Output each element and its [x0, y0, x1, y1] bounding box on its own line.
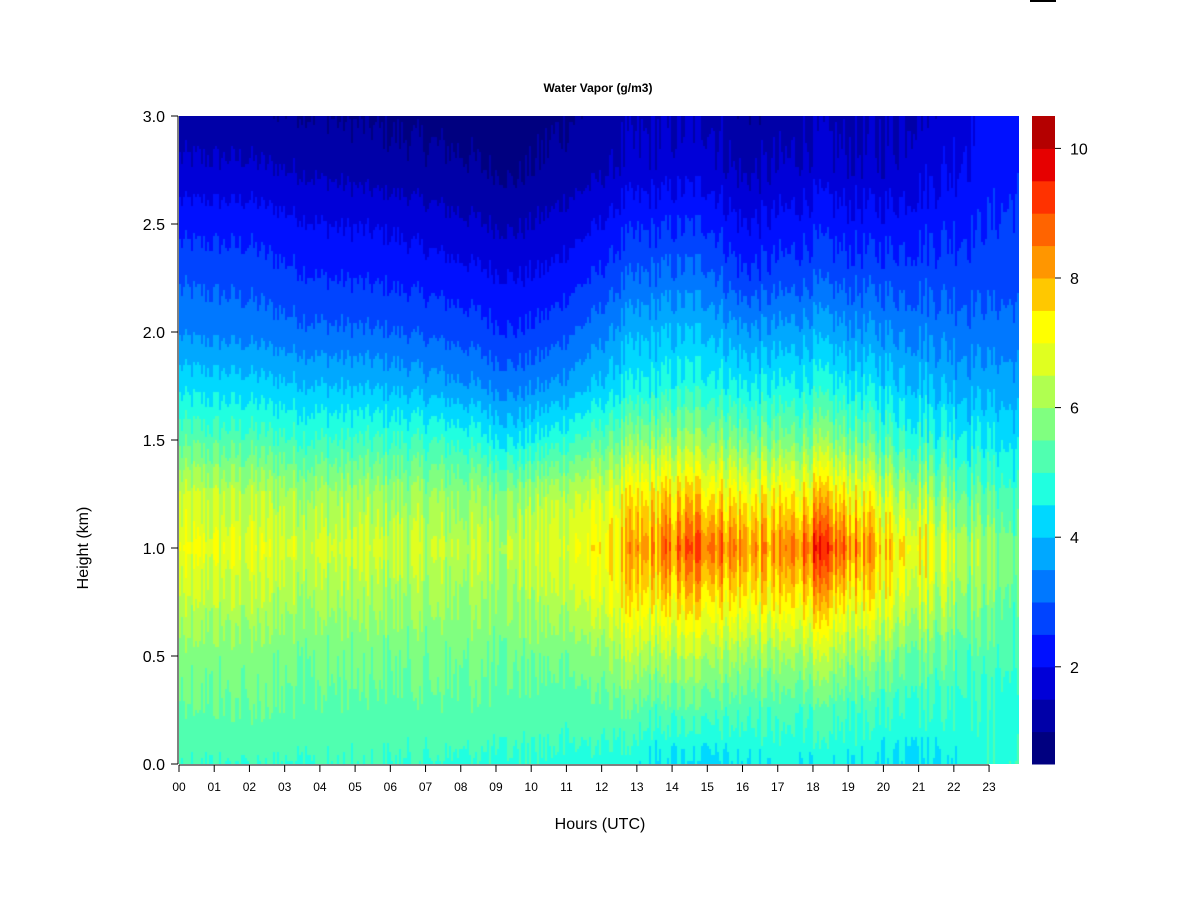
y-tick-label: 2.0: [143, 325, 165, 342]
x-tick-label: 12: [595, 780, 609, 794]
colorbar-swatch: [1032, 148, 1055, 182]
x-tick-label: 21: [912, 780, 926, 794]
x-tick-label: 08: [454, 780, 468, 794]
y-tick-label: 2.5: [143, 217, 165, 234]
x-tick-label: 07: [419, 780, 433, 794]
corner-mark: [1030, 0, 1056, 2]
x-axis: 00 01 02 03 04 05 06 07 08 09 10 11 12 13 14 15 16 17 18 19…: [172, 764, 996, 794]
colorbar-swatch: [1032, 472, 1055, 506]
y-tick-label: 0.0: [143, 757, 165, 774]
x-tick-label: 13: [630, 780, 644, 794]
colorbar-swatch: [1032, 245, 1055, 279]
colorbar-swatch: [1032, 342, 1055, 376]
x-axis-label: Hours (UTC): [555, 816, 646, 833]
colorbar-swatch: [1032, 278, 1055, 311]
colorbar-swatch: [1032, 310, 1055, 344]
x-tick-label: 15: [701, 780, 715, 794]
colorbar-swatch: [1032, 634, 1055, 668]
colorbar-swatch: [1032, 375, 1055, 409]
colorbar-swatch: [1032, 602, 1055, 635]
y-tick-label: 1.5: [143, 433, 165, 450]
colorbar-swatch: [1032, 537, 1055, 571]
heatmap-field: [179, 116, 1019, 764]
x-tick-label: 11: [560, 780, 573, 794]
x-tick-label: 23: [982, 780, 996, 794]
x-tick-label: 10: [525, 780, 539, 794]
colorbar-swatch: [1032, 213, 1055, 247]
x-tick-label: 06: [384, 780, 398, 794]
colorbar-swatch: [1032, 666, 1055, 700]
colorbar-tick-label: 4: [1070, 530, 1079, 547]
colorbar-swatch: [1032, 116, 1055, 149]
colorbar-swatch: [1032, 504, 1055, 538]
x-tick-label: 20: [877, 780, 891, 794]
x-tick-label: 04: [313, 780, 327, 794]
x-tick-label: 09: [489, 780, 503, 794]
x-tick-label: 05: [348, 780, 362, 794]
plot-area: [179, 116, 1019, 764]
colorbar-swatch: [1032, 569, 1055, 603]
x-tick-label: 14: [665, 780, 679, 794]
colorbar-swatch: [1032, 180, 1055, 214]
colorbar-swatch: [1032, 731, 1055, 765]
colorbar-tick-label: 6: [1070, 401, 1079, 418]
x-tick-label: 22: [947, 780, 961, 794]
x-tick-label: 00: [172, 780, 186, 794]
colorbar-swatch: [1032, 407, 1055, 441]
colorbar-tick-label: 10: [1070, 141, 1088, 158]
x-tick-label: 01: [208, 780, 222, 794]
x-tick-label: 18: [806, 780, 820, 794]
x-tick-label: 17: [771, 780, 785, 794]
y-tick-label: 1.0: [143, 541, 165, 558]
x-tick-label: 16: [736, 780, 750, 794]
y-axis: 0.0 0.5 1.0 1.5 2.0 2.5 3.0: [143, 109, 179, 774]
colorbar-swatch: [1032, 440, 1055, 473]
y-axis-label: Height (km): [75, 507, 92, 590]
y-tick-label: 0.5: [143, 649, 165, 666]
x-tick-label: 02: [243, 780, 257, 794]
colorbar: [1032, 116, 1055, 765]
chart-title: Water Vapor (g/m3): [544, 81, 653, 95]
colorbar-tick-label: 8: [1070, 271, 1079, 288]
y-tick-label: 3.0: [143, 109, 165, 126]
x-tick-label: 19: [842, 780, 856, 794]
colorbar-tick-label: 2: [1070, 660, 1079, 677]
x-tick-label: 03: [278, 780, 292, 794]
colorbar-ticks: 2 4 6 8 10: [1055, 141, 1088, 677]
colorbar-swatch: [1032, 699, 1055, 733]
